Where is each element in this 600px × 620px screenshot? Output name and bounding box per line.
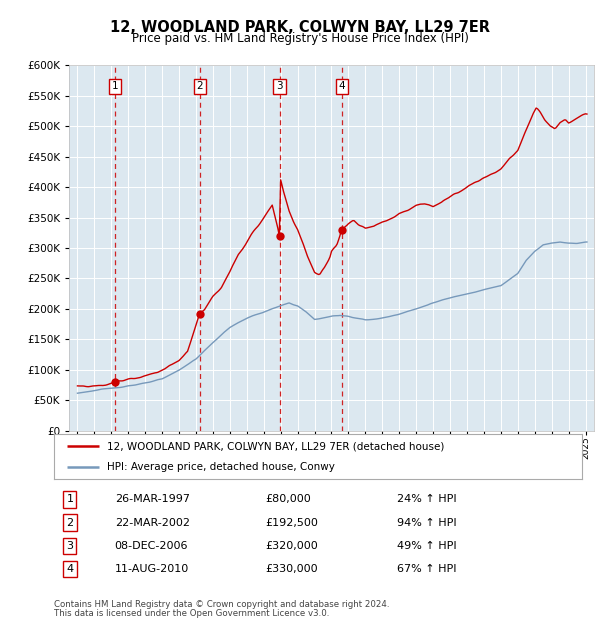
Text: 24% ↑ HPI: 24% ↑ HPI <box>397 494 457 505</box>
Text: 3: 3 <box>67 541 73 551</box>
Text: £192,500: £192,500 <box>265 518 318 528</box>
Text: 08-DEC-2006: 08-DEC-2006 <box>115 541 188 551</box>
Text: 4: 4 <box>66 564 73 574</box>
Text: 11-AUG-2010: 11-AUG-2010 <box>115 564 189 574</box>
Text: 26-MAR-1997: 26-MAR-1997 <box>115 494 190 505</box>
Text: 22-MAR-2002: 22-MAR-2002 <box>115 518 190 528</box>
Text: 1: 1 <box>67 494 73 505</box>
Text: This data is licensed under the Open Government Licence v3.0.: This data is licensed under the Open Gov… <box>54 609 329 618</box>
Text: 4: 4 <box>338 81 345 91</box>
Text: 12, WOODLAND PARK, COLWYN BAY, LL29 7ER: 12, WOODLAND PARK, COLWYN BAY, LL29 7ER <box>110 20 490 35</box>
Text: £320,000: £320,000 <box>265 541 318 551</box>
Text: £330,000: £330,000 <box>265 564 318 574</box>
Text: 1: 1 <box>112 81 119 91</box>
Text: 3: 3 <box>276 81 283 91</box>
Text: £80,000: £80,000 <box>265 494 311 505</box>
Text: HPI: Average price, detached house, Conwy: HPI: Average price, detached house, Conw… <box>107 463 335 472</box>
Text: 2: 2 <box>66 518 73 528</box>
Text: 94% ↑ HPI: 94% ↑ HPI <box>397 518 457 528</box>
Text: Contains HM Land Registry data © Crown copyright and database right 2024.: Contains HM Land Registry data © Crown c… <box>54 600 389 609</box>
Text: 12, WOODLAND PARK, COLWYN BAY, LL29 7ER (detached house): 12, WOODLAND PARK, COLWYN BAY, LL29 7ER … <box>107 441 444 451</box>
Text: 49% ↑ HPI: 49% ↑ HPI <box>397 541 457 551</box>
Text: 2: 2 <box>196 81 203 91</box>
Text: 67% ↑ HPI: 67% ↑ HPI <box>397 564 457 574</box>
Text: Price paid vs. HM Land Registry's House Price Index (HPI): Price paid vs. HM Land Registry's House … <box>131 32 469 45</box>
